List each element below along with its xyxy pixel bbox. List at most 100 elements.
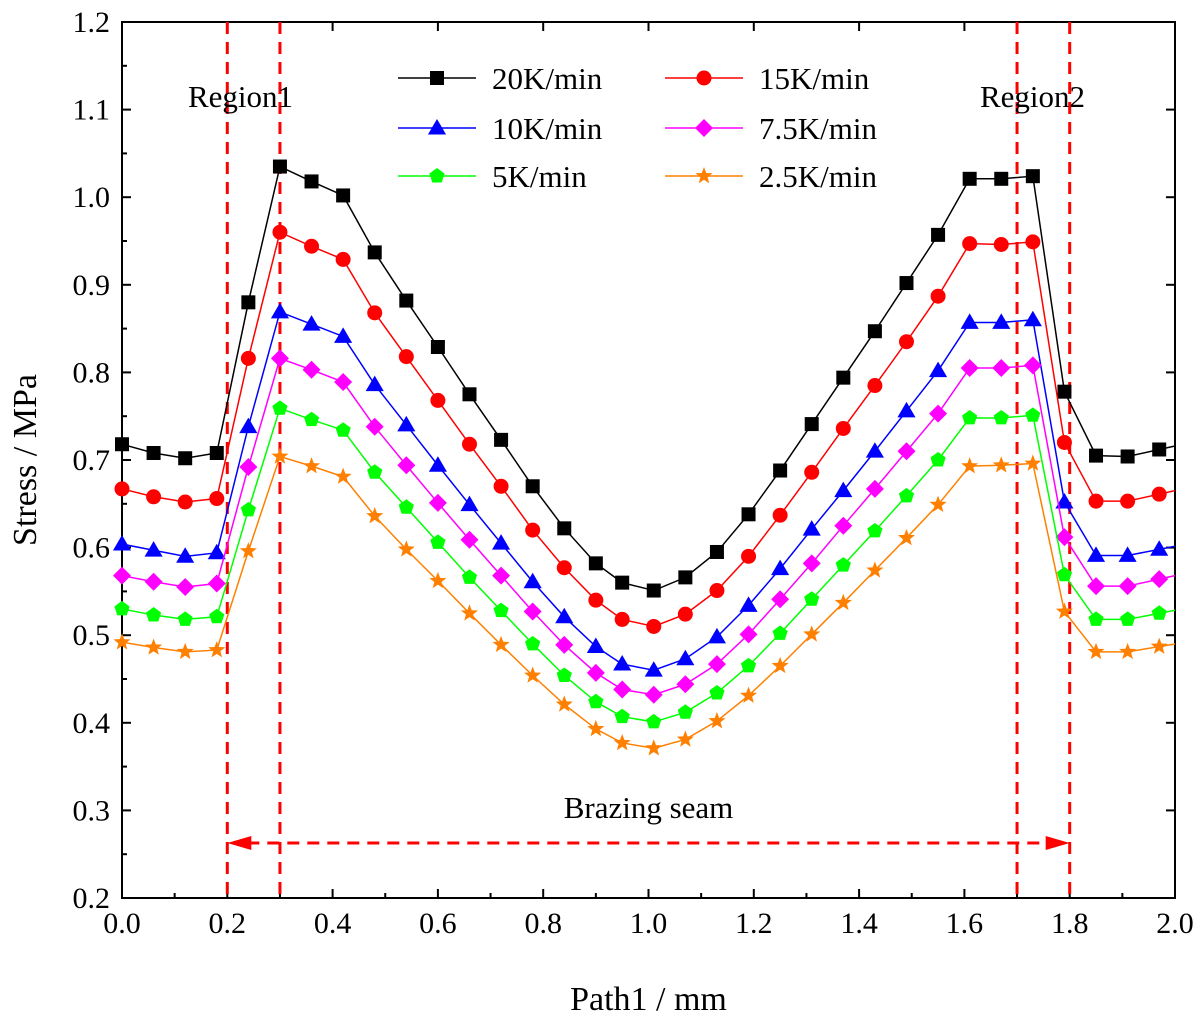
- data-point: [962, 409, 978, 425]
- data-point: [556, 667, 572, 682]
- data-point: [271, 447, 289, 464]
- data-point: [177, 611, 193, 626]
- data-point: [1055, 528, 1074, 547]
- data-point: [398, 349, 414, 365]
- y-tick-label: 0.5: [73, 619, 111, 652]
- data-point: [270, 349, 289, 368]
- data-point: [1150, 570, 1169, 589]
- x-tick-label: 0.2: [209, 907, 247, 940]
- series-layer: [112, 159, 1176, 756]
- data-point: [304, 238, 320, 254]
- data-point: [367, 464, 383, 479]
- data-point: [114, 481, 130, 497]
- data-point: [834, 481, 853, 498]
- data-point: [708, 712, 726, 729]
- data-point: [1118, 577, 1137, 596]
- data-point: [992, 456, 1010, 473]
- data-point: [676, 675, 695, 694]
- series-5k-min: [114, 400, 1176, 729]
- data-point: [865, 479, 884, 498]
- legend-label: 7.5K/min: [759, 111, 877, 146]
- legend-marker: [696, 70, 712, 86]
- data-point: [1151, 486, 1167, 502]
- data-point: [804, 464, 820, 480]
- data-point: [241, 295, 256, 310]
- y-tick-label: 1.2: [73, 6, 111, 39]
- data-point: [270, 302, 289, 319]
- data-point: [613, 680, 632, 699]
- data-point: [1024, 454, 1042, 471]
- data-point: [867, 378, 883, 394]
- data-point: [741, 507, 756, 522]
- data-point: [557, 521, 572, 536]
- data-point: [866, 561, 884, 578]
- data-point: [336, 188, 351, 203]
- data-point: [740, 657, 757, 673]
- y-tick-label: 0.8: [73, 356, 111, 389]
- data-point: [962, 171, 977, 186]
- data-point: [335, 422, 351, 437]
- data-point: [898, 334, 914, 350]
- data-point: [239, 417, 258, 434]
- data-point: [835, 420, 851, 436]
- data-point: [897, 401, 916, 418]
- x-tick-label: 1.2: [735, 907, 773, 940]
- data-point: [1025, 234, 1041, 250]
- data-point: [367, 305, 383, 321]
- data-point: [272, 400, 288, 415]
- series-7-5k-min: [113, 349, 1176, 704]
- data-point: [525, 522, 541, 538]
- data-point: [802, 554, 821, 573]
- data-point: [707, 627, 726, 644]
- data-point: [772, 507, 788, 523]
- data-point: [367, 245, 382, 260]
- data-point: [614, 708, 630, 724]
- y-tick-label: 1.1: [73, 94, 111, 127]
- data-point: [209, 445, 224, 460]
- data-point: [709, 583, 725, 599]
- data-point: [555, 695, 573, 712]
- data-point: [144, 572, 163, 591]
- data-point: [676, 649, 695, 666]
- data-point: [209, 491, 225, 507]
- data-point: [613, 733, 631, 751]
- data-point: [1056, 434, 1072, 450]
- data-point: [709, 685, 725, 700]
- data-point: [113, 633, 131, 650]
- data-point: [646, 583, 661, 598]
- x-tick-label: 1.6: [946, 907, 984, 940]
- data-point: [929, 361, 948, 378]
- data-point: [739, 625, 758, 644]
- data-point: [588, 592, 604, 608]
- data-point: [741, 548, 757, 564]
- x-tick-label: 2.0: [1156, 907, 1194, 940]
- legend-marker: [427, 118, 447, 135]
- data-point: [739, 596, 758, 612]
- y-tick-label: 0.6: [73, 532, 111, 565]
- data-point: [992, 313, 1011, 329]
- brazing-seam-arrowhead-right: [1045, 836, 1070, 850]
- data-point: [239, 542, 257, 559]
- data-point: [586, 663, 605, 682]
- x-tick-label: 0.6: [419, 907, 457, 940]
- data-point: [960, 313, 979, 329]
- data-point: [1151, 605, 1167, 620]
- data-point: [645, 739, 663, 756]
- legend-label: 20K/min: [492, 61, 603, 96]
- data-point: [398, 499, 414, 514]
- series-2-5k-min: [113, 447, 1176, 756]
- data-point: [676, 730, 694, 747]
- data-point: [176, 547, 195, 563]
- data-point: [709, 544, 724, 559]
- data-point: [992, 359, 1011, 378]
- x-tick-label: 0.0: [103, 907, 141, 940]
- legend-marker: [695, 167, 713, 184]
- data-point: [897, 528, 916, 546]
- data-point: [899, 276, 914, 291]
- data-point: [1025, 407, 1041, 422]
- x-tick-labels: 0.0 0.2 0.4 0.6 0.8 1.0 1.2 1.4 1.6 1.8 2.0: [103, 907, 1194, 940]
- data-point: [929, 404, 948, 423]
- data-point: [1150, 637, 1168, 654]
- data-point: [493, 478, 509, 494]
